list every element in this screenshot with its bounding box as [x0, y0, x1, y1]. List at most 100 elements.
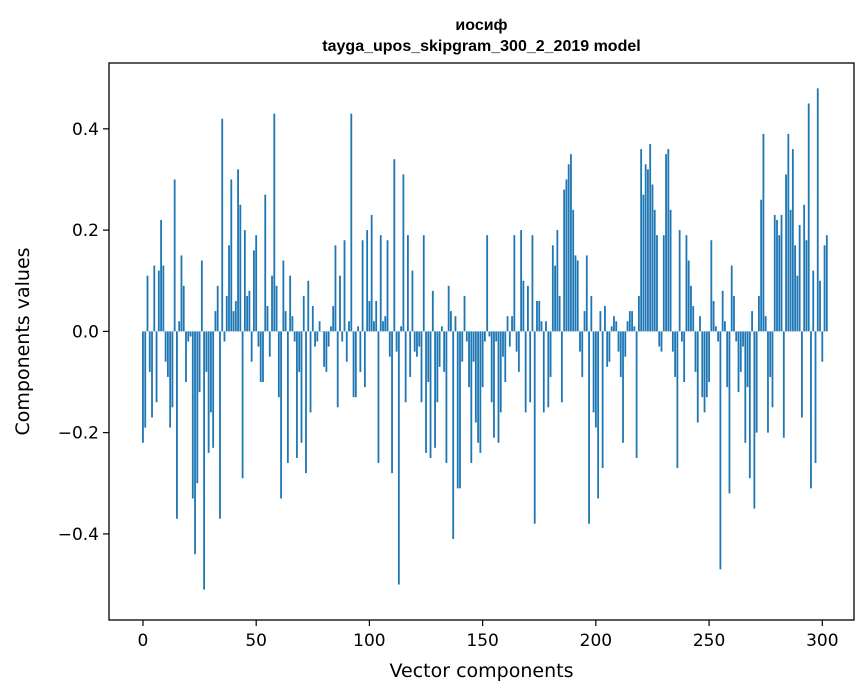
bar-200: [594, 331, 597, 428]
bar-250: [708, 331, 710, 383]
y-tick-label: −0.4: [58, 525, 99, 545]
bar-208: [613, 316, 615, 332]
bar-203: [601, 331, 604, 469]
bar-107: [384, 316, 387, 332]
bar-97: [361, 240, 364, 332]
bar-181: [551, 245, 554, 332]
bar-210: [617, 331, 620, 352]
bar-164: [513, 235, 516, 332]
bar-110: [391, 331, 393, 474]
bar-300: [821, 331, 824, 362]
bar-99: [366, 230, 369, 332]
bar-226: [653, 209, 656, 332]
bar-201: [597, 331, 600, 499]
bar-118: [409, 331, 412, 377]
bar-254: [717, 331, 720, 342]
bar-4: [151, 331, 153, 418]
bar-266: [744, 331, 747, 443]
bar-301: [823, 245, 826, 332]
bar-149: [479, 331, 482, 453]
bar-30: [209, 331, 212, 413]
bar-206: [608, 331, 611, 362]
bar-86: [336, 331, 339, 408]
bar-178: [545, 321, 547, 332]
bar-105: [379, 235, 382, 332]
bar-188: [567, 164, 570, 332]
bar-194: [581, 331, 584, 377]
bar-212: [622, 331, 624, 443]
bar-45: [243, 230, 246, 332]
bar-135: [447, 285, 450, 332]
bar-64: [286, 331, 289, 464]
bar-242: [690, 285, 692, 332]
bar-227: [656, 235, 658, 332]
bar-296: [812, 270, 815, 332]
bar-239: [683, 331, 686, 383]
bar-183: [556, 230, 559, 332]
bar-142: [463, 295, 466, 332]
bar-37: [225, 295, 228, 332]
bar-33: [216, 285, 219, 332]
bar-171: [529, 331, 532, 403]
bar-297: [814, 331, 817, 464]
bar-235: [674, 331, 677, 377]
bar-19: [185, 331, 187, 383]
bar-95: [357, 326, 359, 332]
bar-209: [615, 321, 618, 332]
bar-170: [527, 285, 529, 332]
bar-280: [776, 219, 778, 332]
bar-123: [420, 331, 423, 403]
bar-213: [624, 331, 627, 357]
bar-31: [212, 331, 215, 448]
bar-173: [533, 331, 536, 524]
bar-229: [660, 331, 663, 352]
bar-68: [296, 331, 298, 458]
chart-title: иосиф: [455, 17, 507, 34]
bar-49: [253, 250, 255, 332]
bar-295: [810, 331, 812, 489]
bar-26: [200, 260, 203, 332]
bar-66: [291, 316, 294, 332]
bar-268: [748, 331, 751, 479]
x-tick-label: 250: [693, 631, 725, 651]
bar-67: [293, 331, 296, 342]
bar-25: [198, 331, 201, 393]
bar-150: [481, 331, 484, 388]
bar-162: [508, 331, 511, 347]
bar-46: [246, 295, 249, 332]
bar-175: [538, 300, 541, 332]
bar-89: [343, 240, 346, 332]
bar-84: [332, 306, 335, 332]
bar-108: [386, 240, 389, 332]
bar-20: [187, 331, 190, 342]
bar-75: [311, 306, 314, 332]
bar-236: [676, 331, 679, 469]
bar-192: [576, 260, 579, 332]
bar-61: [280, 331, 282, 499]
bar-248: [703, 331, 706, 413]
bar-155: [493, 331, 495, 438]
bar-74: [309, 331, 312, 413]
bar-285: [787, 133, 790, 332]
bar-88: [341, 331, 344, 342]
bar-253: [714, 326, 717, 332]
bar-191: [574, 255, 577, 332]
bar-38: [228, 245, 230, 332]
bar-90: [345, 331, 348, 362]
bar-279: [773, 214, 776, 332]
bar-238: [681, 331, 683, 342]
bar-5: [153, 265, 156, 332]
bar-43: [239, 204, 242, 332]
bar-290: [798, 225, 801, 332]
bar-series: [142, 88, 828, 590]
bar-92: [350, 113, 353, 332]
bar-189: [570, 154, 572, 332]
bar-71: [302, 295, 305, 332]
bar-7: [157, 270, 160, 332]
bar-120: [413, 331, 416, 352]
bar-169: [524, 331, 527, 413]
bar-17: [180, 255, 183, 332]
bar-224: [649, 144, 652, 332]
bar-281: [778, 235, 781, 332]
bar-244: [694, 331, 697, 372]
